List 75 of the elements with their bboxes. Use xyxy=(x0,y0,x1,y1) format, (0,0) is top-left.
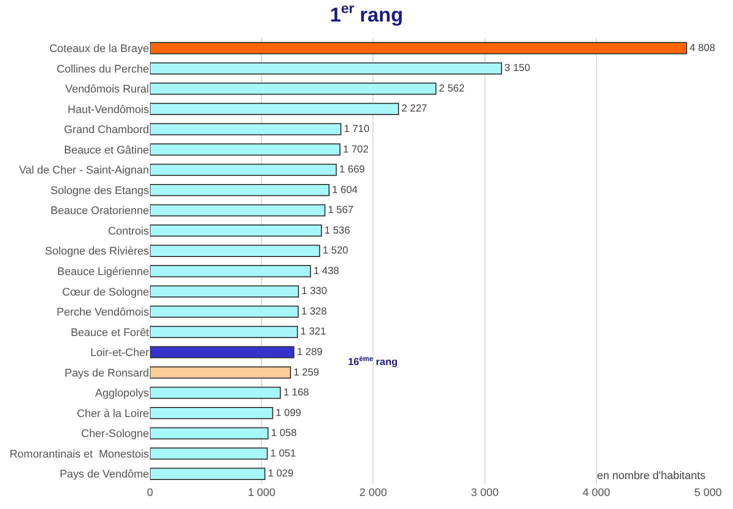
data-label: 2 562 xyxy=(438,83,465,94)
y-tick-label: Coteaux de la Braye xyxy=(49,42,149,55)
y-tick-label: Beauce Ligérienne xyxy=(57,266,149,278)
y-tick-label: Romorantinais et Monestois xyxy=(10,448,150,460)
y-tick-label: Pays de Vendôme xyxy=(60,468,149,481)
x-tick-label: 2 000 xyxy=(359,487,387,499)
y-tick-label: Sologne des Rivières xyxy=(45,246,150,258)
bar xyxy=(150,406,274,420)
bar xyxy=(150,82,436,95)
y-tick-label: Beauce et Gâtine xyxy=(64,144,149,156)
data-label: 1 710 xyxy=(344,124,370,136)
bar xyxy=(150,306,299,318)
data-label: 1 520 xyxy=(322,246,349,257)
data-label: 1 321 xyxy=(300,326,326,338)
bar xyxy=(150,386,281,399)
bar xyxy=(150,204,326,216)
bar xyxy=(150,244,320,257)
y-tick-label: Beauce Oratorienne xyxy=(50,205,149,218)
y-tick-label: Pays de Ronsard xyxy=(64,367,149,380)
y-tick-label: Vendômois Rural xyxy=(65,84,149,96)
data-label: 1 567 xyxy=(328,205,354,216)
bar xyxy=(150,326,298,338)
data-label: 1 289 xyxy=(296,347,323,358)
x-tick-label: 5 000 xyxy=(694,487,722,499)
annotation: 16$^{ème}$ rang xyxy=(348,355,398,368)
y-tick-label: Perche Vendômois xyxy=(56,306,150,319)
bar xyxy=(150,42,688,54)
bar xyxy=(150,164,337,176)
data-label: 1 328 xyxy=(301,306,328,318)
data-label: 4 808 xyxy=(690,42,716,54)
bar xyxy=(150,427,269,440)
data-label: 1 168 xyxy=(283,388,310,399)
bar xyxy=(150,468,266,480)
x-tick-label: 3 000 xyxy=(471,487,499,499)
y-tick-label: Haut-Vendômois xyxy=(68,104,150,116)
y-tick-label: Loir-et-Cher xyxy=(90,347,150,360)
y-tick-label: Val de Cher - Saint-Aignan xyxy=(18,164,149,177)
data-label: 1 099 xyxy=(276,408,302,419)
bar xyxy=(150,62,502,74)
bar xyxy=(150,448,268,460)
bar xyxy=(150,346,294,358)
y-tick-label: Collines du Perche xyxy=(56,63,149,76)
data-label: 1 536 xyxy=(324,225,350,236)
data-label: 1 029 xyxy=(268,468,294,480)
bar xyxy=(150,184,330,196)
chart-title: 1$^{er}$ rang xyxy=(330,0,404,27)
bar xyxy=(150,102,400,116)
data-label: 1 669 xyxy=(339,164,366,176)
y-tick-label: Sologne des Etangs xyxy=(50,184,150,197)
bar xyxy=(150,265,311,278)
y-tick-label: Cœur de Sologne xyxy=(62,286,149,298)
bar xyxy=(150,123,342,136)
data-label: 1 702 xyxy=(342,144,369,156)
bar xyxy=(150,366,291,379)
y-tick-label: Cher-Sologne xyxy=(81,428,149,440)
data-label: 1 259 xyxy=(294,367,320,378)
data-label: 1 438 xyxy=(313,266,340,277)
y-tick-label: Grand Chambord xyxy=(64,124,149,136)
annotation: en nombre d'habitants xyxy=(597,470,706,482)
data-label: 2 227 xyxy=(402,104,428,115)
y-tick-label: Agglopolys xyxy=(95,388,150,400)
y-tick-label: Controis xyxy=(108,225,150,238)
data-label: 1 330 xyxy=(301,286,328,298)
y-tick-label: Beauce et Forêt xyxy=(70,326,149,339)
y-tick-label: Cher à la Loire xyxy=(76,408,149,420)
data-label: 1 058 xyxy=(271,428,297,440)
bar xyxy=(150,224,322,237)
data-label: 3 150 xyxy=(504,63,530,74)
x-tick-label: 4 000 xyxy=(582,487,610,499)
x-tick-label: 0 xyxy=(146,487,154,499)
x-tick-label: 1 000 xyxy=(248,487,276,499)
data-label: 1 604 xyxy=(332,184,358,196)
bar xyxy=(150,285,299,298)
bar xyxy=(150,143,340,156)
data-label: 1 051 xyxy=(270,448,296,460)
